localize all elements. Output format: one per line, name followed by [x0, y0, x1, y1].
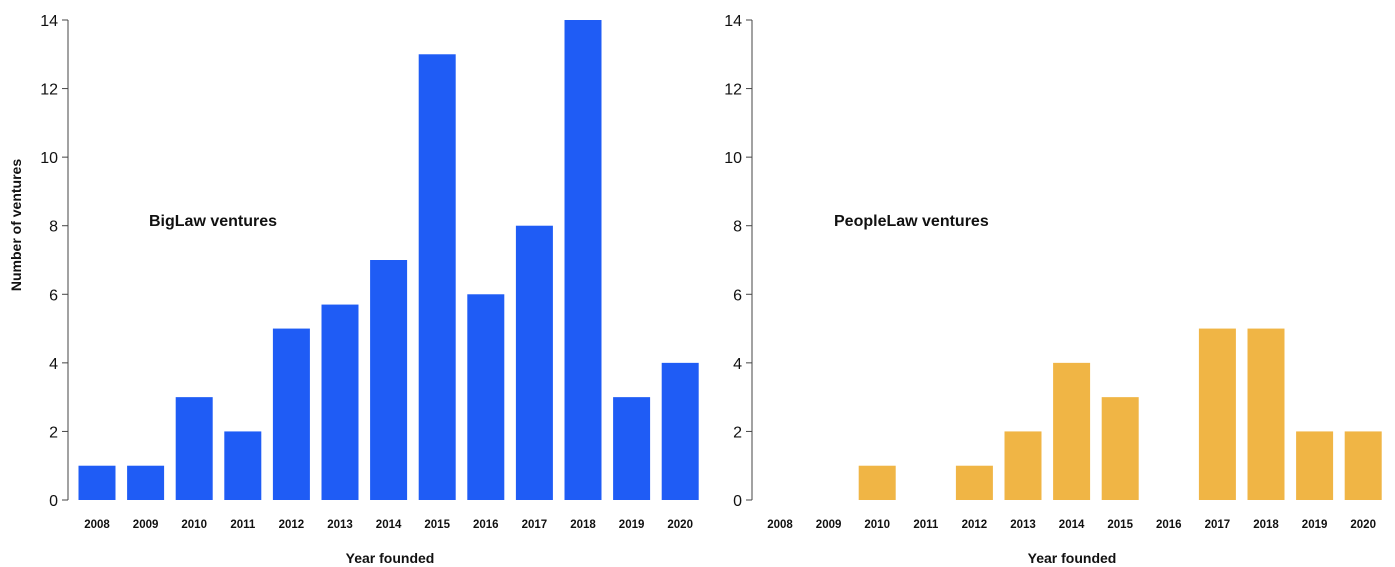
bar-2018	[1247, 328, 1285, 500]
x-tick-label: 2011	[230, 519, 256, 531]
x-tick-label: 2008	[84, 519, 110, 531]
bar-2010	[175, 397, 213, 500]
x-tick-label: 2020	[1350, 519, 1376, 531]
y-tick-label: 8	[733, 219, 742, 236]
y-tick-label: 0	[733, 493, 742, 510]
y-tick-label: 0	[49, 493, 58, 510]
y-tick-label: 14	[724, 13, 742, 30]
y-tick-label: 2	[733, 424, 742, 441]
y-tick-label: 10	[724, 150, 742, 167]
x-tick-label: 2015	[424, 519, 450, 531]
bar-2008	[78, 465, 116, 500]
x-tick-label: 2017	[1205, 519, 1231, 531]
y-tick-label: 6	[49, 287, 58, 304]
x-tick-label: 2010	[864, 519, 890, 531]
x-tick-label: 2017	[522, 519, 548, 531]
bar-2014	[1053, 362, 1091, 500]
x-tick-label: 2014	[376, 519, 402, 531]
x-tick-label: 2019	[1302, 519, 1328, 531]
bar-2012	[955, 465, 993, 500]
bar-2020	[661, 362, 699, 500]
x-tick-label: 2014	[1059, 519, 1085, 531]
bar-2017	[1198, 328, 1236, 500]
y-tick-label: 8	[49, 219, 58, 236]
y-tick-label: 4	[49, 356, 58, 373]
y-tick-label: 14	[40, 13, 58, 30]
y-tick-label: 4	[733, 356, 742, 373]
bar-2019	[613, 397, 651, 500]
bar-2017	[515, 225, 553, 500]
bar-2016	[467, 294, 505, 500]
x-tick-label: 2015	[1107, 519, 1133, 531]
bar-2009	[127, 465, 165, 500]
x-tick-label: 2019	[619, 519, 645, 531]
x-axis-title: Year founded	[1028, 550, 1117, 566]
x-tick-label: 2016	[473, 519, 499, 531]
y-tick-label: 10	[40, 150, 58, 167]
x-tick-label: 2009	[816, 519, 842, 531]
x-tick-label: 2012	[962, 519, 988, 531]
x-tick-label: 2010	[181, 519, 207, 531]
y-tick-label: 6	[733, 287, 742, 304]
bar-2014	[370, 260, 408, 500]
x-tick-label: 2020	[667, 519, 693, 531]
x-tick-label: 2011	[913, 519, 939, 531]
bar-2011	[224, 431, 262, 500]
bar-2010	[858, 465, 896, 500]
x-axis-title: Year founded	[346, 550, 435, 566]
x-tick-label: 2008	[767, 519, 793, 531]
bar-2013	[321, 304, 359, 500]
bar-2015	[1101, 397, 1139, 500]
bar-2012	[272, 328, 310, 500]
bar-2018	[564, 20, 602, 500]
peoplelaw-chart: PeopleLaw ventures Year founded 0 2 4 6 8 10 1…	[724, 13, 1382, 566]
y-axis-title: Number of ventures	[8, 159, 24, 291]
x-tick-label: 2016	[1156, 519, 1182, 531]
y-tick-label: 2	[49, 424, 58, 441]
bar-2015	[418, 54, 456, 501]
x-tick-label: 2018	[1253, 519, 1279, 531]
x-tick-label: 2013	[1010, 519, 1036, 531]
bar-2013	[1004, 431, 1042, 500]
x-tick-label: 2012	[279, 519, 305, 531]
series-label: PeopleLaw ventures	[834, 213, 989, 230]
y-tick-label: 12	[40, 82, 58, 99]
bar-2020	[1344, 431, 1382, 500]
series-label: BigLaw ventures	[149, 213, 277, 230]
biglaw-chart: Number of ventures BigLaw ventures Year …	[8, 13, 699, 566]
bar-2019	[1296, 431, 1334, 500]
x-tick-label: 2013	[327, 519, 353, 531]
x-tick-label: 2018	[570, 519, 596, 531]
x-tick-label: 2009	[133, 519, 159, 531]
y-tick-label: 12	[724, 82, 742, 99]
